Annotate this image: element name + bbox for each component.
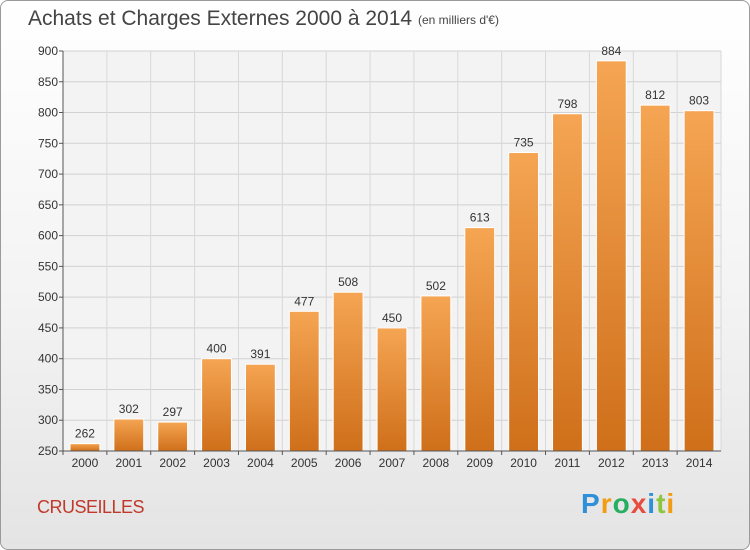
bar-2014 [683,110,715,452]
value-label-2012: 884 [601,44,621,58]
x-tick-label: 2008 [423,456,450,470]
bar-2000 [69,443,101,452]
chart-subtitle: (en milliers d'€) [418,13,499,27]
x-tick-label: 2003 [203,456,230,470]
bar-2003 [201,358,232,452]
proxiti-logo: Proxiti [581,488,675,520]
y-tick-label: 400 [38,352,58,366]
x-tick-label: 2014 [686,456,713,470]
logo-letter: o [612,488,631,519]
bar-2007 [376,327,408,452]
bar-2011 [552,113,583,452]
bar-2004 [244,363,276,452]
x-tick-label: 2007 [379,456,406,470]
y-tick-label: 850 [38,75,58,89]
bar-2001 [113,418,145,452]
value-label-2006: 508 [338,275,358,289]
bar-2012 [595,60,627,452]
x-tick-label: 2011 [555,456,581,470]
bar-2008 [420,295,452,452]
x-tick-label: 2004 [247,456,274,470]
chart-title: Achats et Charges Externes 2000 à 2014 [28,7,413,30]
value-label-2007: 450 [382,311,402,325]
logo-letter: P [581,488,601,519]
value-label-2011: 798 [557,97,577,111]
value-label-2005: 477 [294,294,314,308]
y-tick-label: 700 [38,167,58,181]
value-label-2000: 262 [75,427,95,441]
value-label-2001: 302 [119,402,139,416]
y-tick-label: 300 [38,413,58,427]
value-labels: 262 302 297 400 391 477 508 450 502 613 735 798 884 8… [75,44,709,441]
x-tick-label: 2001 [115,456,142,470]
x-tick-label: 2005 [291,456,318,470]
y-tick-label: 500 [38,290,58,304]
bar-2009 [464,227,496,452]
value-label-2003: 400 [207,342,227,356]
x-tick-label: 2013 [642,456,669,470]
value-label-2009: 613 [470,211,490,225]
y-tick-label: 800 [38,106,58,120]
y-tick-label: 600 [38,229,58,243]
y-tick-label: 900 [38,44,58,58]
y-tick-label: 350 [38,382,58,396]
y-tick-label: 650 [38,198,58,212]
bar-2006 [332,291,364,452]
axes: 250 300 350 400 450 500 550 600 650 700 750 800 850 9… [38,44,721,470]
y-tick-label: 550 [38,259,58,273]
y-tick-label: 250 [38,444,58,458]
value-label-2010: 735 [514,136,534,150]
bar-2010 [508,152,540,452]
x-tick-label: 2006 [335,456,362,470]
logo-letter: t [656,488,667,519]
bar-2013 [639,104,671,452]
value-label-2014: 803 [689,94,709,108]
bar-2005 [288,310,320,452]
logo-letter: r [600,488,613,519]
bars-group [69,60,715,452]
value-label-2013: 812 [645,88,665,102]
x-tick-label: 2000 [72,456,99,470]
logo-letter: x [630,488,648,519]
y-tick-label: 450 [38,321,58,335]
value-label-2002: 297 [163,405,183,419]
logo-letter: i [647,488,657,519]
x-tick-label: 2012 [598,456,625,470]
value-label-2008: 502 [426,279,446,293]
x-tick-label: 2010 [510,456,537,470]
bar-2002 [157,421,189,452]
x-tick-label: 2002 [159,456,186,470]
city-name: CRUSEILLES [37,497,145,517]
logo-letter: i [666,488,676,519]
y-tick-label: 750 [38,136,58,150]
value-label-2004: 391 [250,347,270,361]
x-tick-label: 2009 [466,456,493,470]
